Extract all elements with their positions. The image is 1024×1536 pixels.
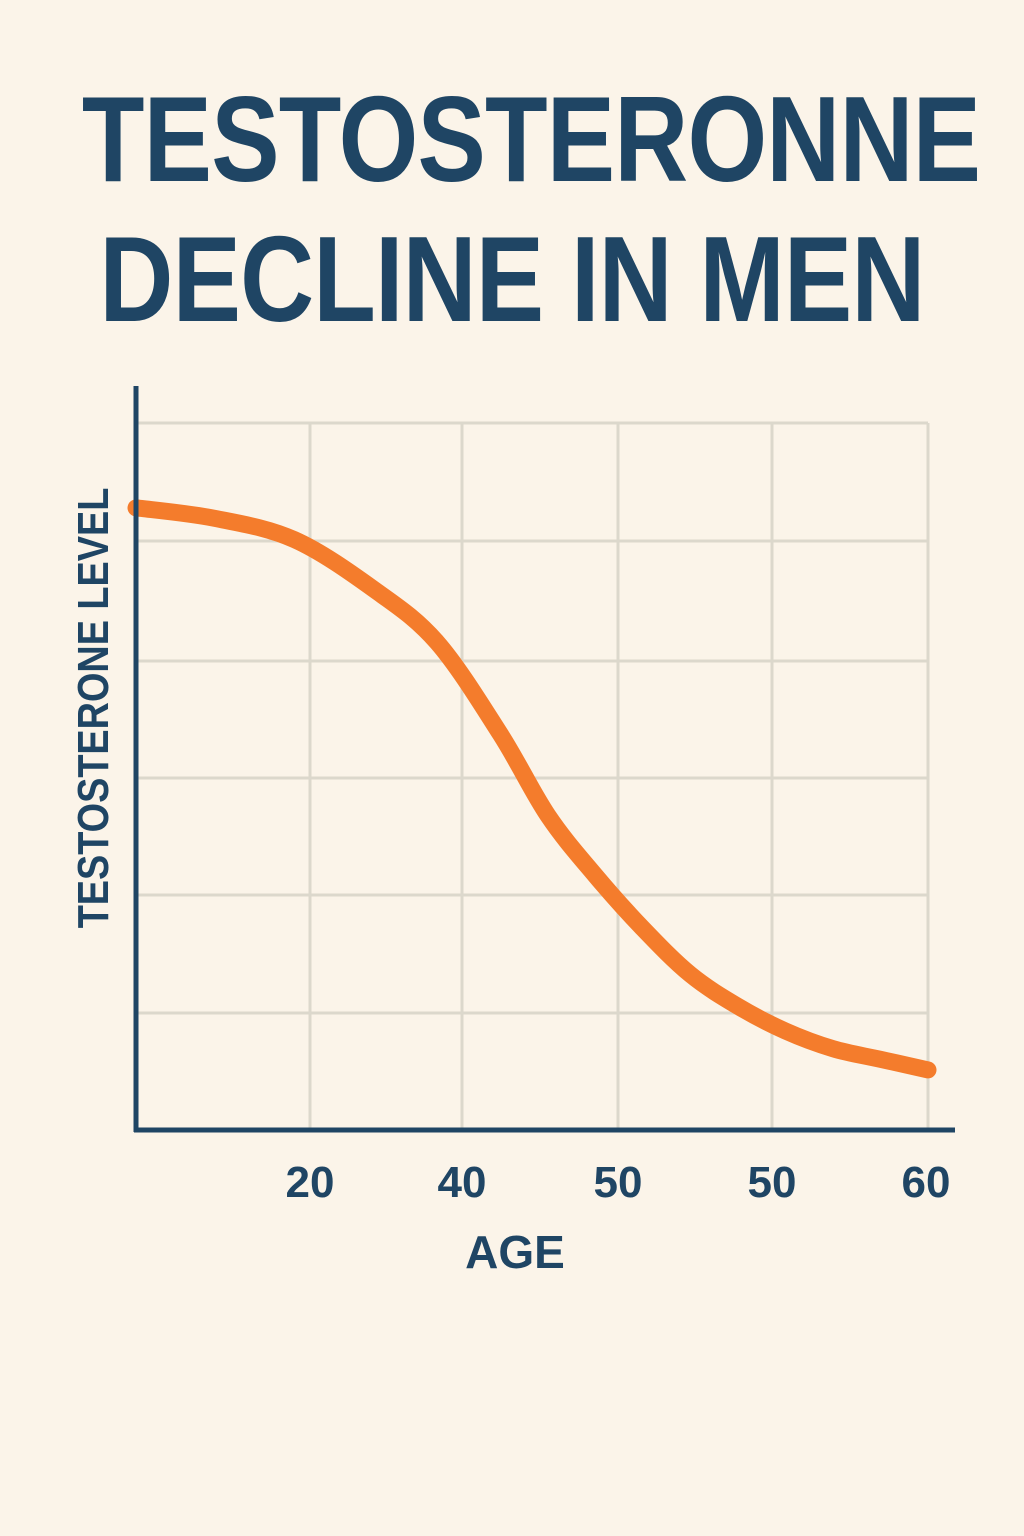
- chart-title-line-2: DECLINE IN MEN: [99, 211, 925, 347]
- x-tick-labels: 20 40 50 50 60: [286, 1158, 951, 1207]
- x-axis-label: AGE: [465, 1226, 565, 1278]
- x-tick-label: 50: [748, 1158, 797, 1207]
- chart-title-line-1: TESTOSTERONNE: [81, 71, 981, 207]
- y-axis-label: TESTOSTERONE LEVEL: [68, 488, 117, 929]
- chart-title: TESTOSTERONNE DECLINE IN MEN: [0, 78, 1024, 340]
- x-tick-label: 60: [902, 1158, 951, 1207]
- x-tick-label: 40: [438, 1158, 487, 1207]
- grid-layer: [136, 421, 930, 1130]
- testosterone-decline-line: [127, 499, 937, 1079]
- x-tick-label: 20: [286, 1158, 335, 1207]
- x-tick-label: 50: [594, 1158, 643, 1207]
